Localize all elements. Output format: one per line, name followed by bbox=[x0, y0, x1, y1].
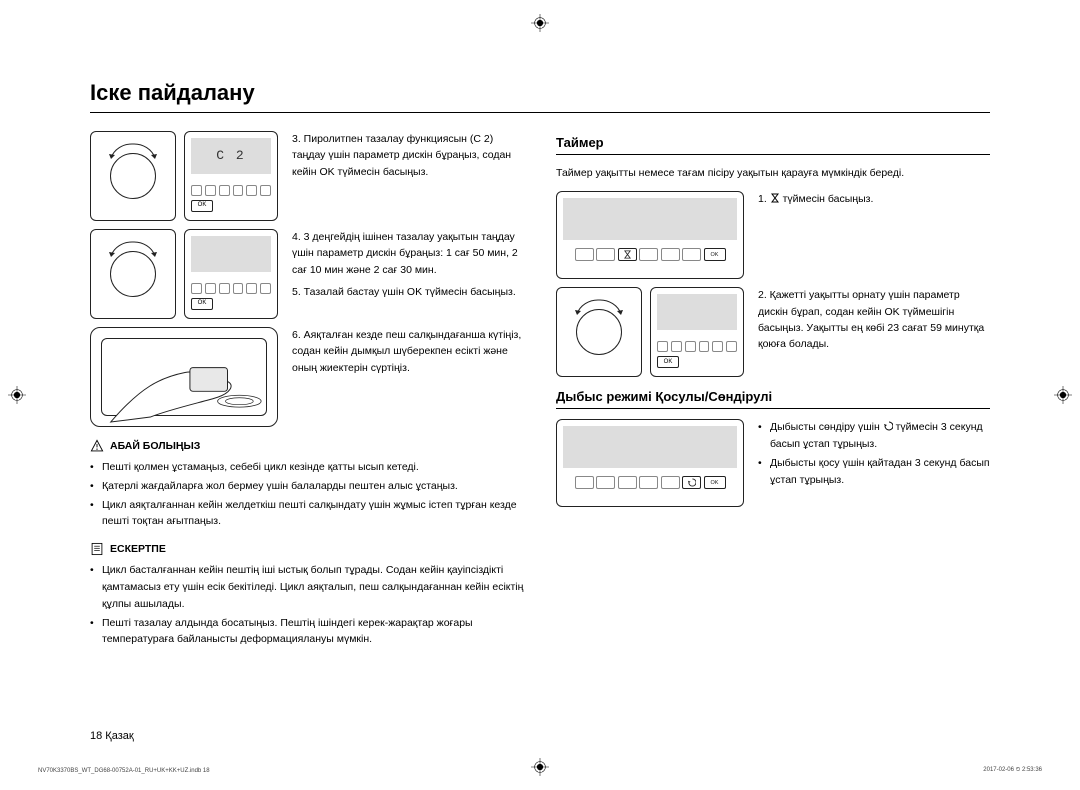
registration-mark-icon bbox=[531, 758, 549, 776]
control-panel-figure: OK bbox=[650, 287, 744, 377]
list-item: Қатерлі жағдайларға жол бермеу үшін бала… bbox=[90, 478, 528, 495]
display-c2: C 2 bbox=[191, 138, 271, 174]
hand-wipe-icon bbox=[91, 328, 277, 427]
hourglass-icon bbox=[770, 193, 780, 203]
step-4-text: 4. 3 деңгейдің ішінен тазалау уақытын та… bbox=[292, 229, 528, 278]
control-panel-figure: OK bbox=[556, 419, 744, 507]
control-panel-figure: OK bbox=[556, 191, 744, 279]
ok-button-figure: OK bbox=[191, 298, 213, 310]
print-footer-left: NV70K3370BS_WT_DG68-00752A-01_RU+UK+KK+U… bbox=[38, 768, 210, 774]
warning-list: Пешті қолмен ұстамаңыз, себебі цикл кезі… bbox=[90, 459, 528, 530]
list-item: Цикл аяқталғаннан кейін желдеткіш пешті … bbox=[90, 497, 528, 531]
hourglass-icon bbox=[623, 250, 632, 259]
registration-mark-icon bbox=[1054, 386, 1072, 404]
sound-on-item: Дыбысты қосу үшін қайтадан 3 секунд басы… bbox=[758, 455, 990, 489]
registration-mark-icon bbox=[8, 386, 26, 404]
step-6-text: 6. Аяқталған кезде пеш салқындағанша күт… bbox=[292, 327, 528, 376]
list-item: Пешті қолмен ұстамаңыз, себебі цикл кезі… bbox=[90, 459, 528, 476]
print-footer-right: 2017-02-06 ⏲ 2:53:36 bbox=[983, 767, 1042, 774]
rotate-arrows-icon bbox=[571, 296, 627, 324]
step-3-text: 3. Пиролитпен тазалау функциясын (C 2) т… bbox=[292, 131, 528, 180]
note-list: Цикл басталғаннан кейін пештің іші ыстық… bbox=[90, 562, 528, 648]
sound-off-item: Дыбысты сөндіру үшін түймесін 3 секунд б… bbox=[758, 419, 990, 453]
list-item: Цикл басталғаннан кейін пештің іші ыстық… bbox=[90, 562, 528, 612]
section-rule bbox=[556, 408, 990, 409]
sound-heading: Дыбыс режимі Қосулы/Сөндірулі bbox=[556, 389, 990, 404]
timer-heading: Таймер bbox=[556, 135, 990, 150]
registration-mark-icon bbox=[531, 14, 549, 32]
back-button-figure bbox=[682, 476, 701, 489]
page-title: Іске пайдалану bbox=[90, 80, 990, 106]
note-icon bbox=[90, 542, 104, 556]
control-panel-figure: C 2 OK bbox=[184, 131, 278, 221]
ok-button-figure: OK bbox=[657, 356, 679, 368]
section-rule bbox=[556, 154, 990, 155]
control-panel-figure: OK bbox=[184, 229, 278, 319]
title-rule bbox=[90, 112, 990, 113]
knob-figure bbox=[90, 131, 176, 221]
timer-step-2: 2. Қажетті уақытты орнату үшін параметр … bbox=[758, 287, 990, 352]
knob-figure bbox=[90, 229, 176, 319]
oven-wipe-figure bbox=[90, 327, 278, 427]
list-item: Пешті тазалау алдында босатыңыз. Пештің … bbox=[90, 615, 528, 649]
rotate-arrows-icon bbox=[105, 238, 161, 266]
hourglass-button-figure bbox=[618, 248, 637, 261]
rotate-arrows-icon bbox=[105, 140, 161, 168]
back-arrow-icon bbox=[883, 421, 893, 431]
step-5-text: 5. Тазалай бастау үшін OK түймесін басың… bbox=[292, 284, 528, 300]
timer-intro: Таймер уақытты немесе тағам пісіру уақыт… bbox=[556, 165, 990, 181]
timer-step-1: 1. түймесін басыңыз. bbox=[758, 191, 990, 207]
knob-figure bbox=[556, 287, 642, 377]
warning-title: АБАЙ БОЛЫҢЫЗ bbox=[110, 440, 200, 452]
back-arrow-icon bbox=[687, 478, 696, 487]
note-title: ЕСКЕРТПЕ bbox=[110, 543, 166, 555]
page-footer: 18 Қазақ bbox=[90, 730, 134, 742]
warning-icon bbox=[90, 439, 104, 453]
ok-button-figure: OK bbox=[191, 200, 213, 212]
